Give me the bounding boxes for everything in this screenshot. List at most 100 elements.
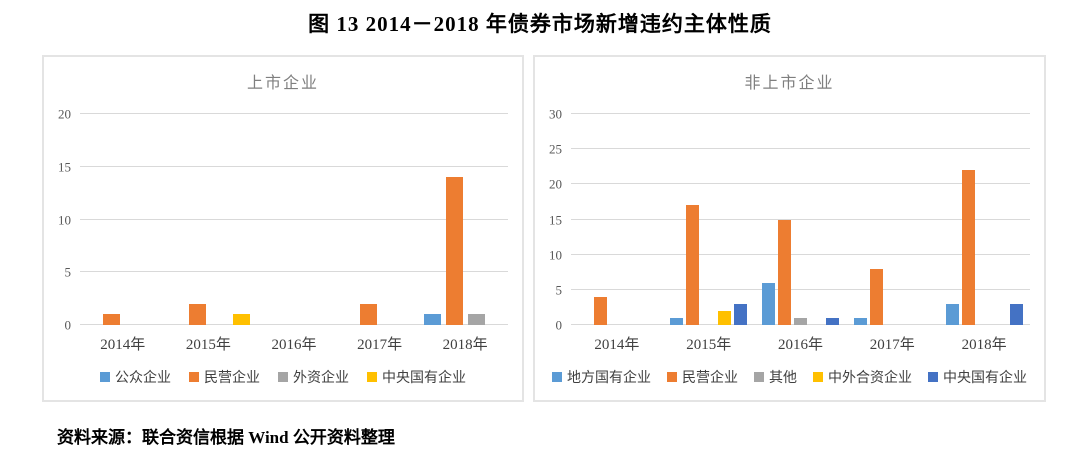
bar-slot (610, 114, 623, 325)
legend-item: 民营企业 (667, 367, 738, 387)
legend-label: 公众企业 (115, 371, 171, 386)
bar-slot (1009, 114, 1023, 325)
bar-slot (296, 114, 313, 325)
legend-item: 中央国有企业 (928, 367, 1027, 387)
legend-item: 中外合资企业 (813, 367, 912, 387)
legend-item: 其他 (754, 367, 797, 387)
bar-slot (147, 114, 164, 325)
bar-slot (594, 114, 608, 325)
gridline (571, 288, 1030, 290)
source-note: 资料来源：联合资信根据 Wind 公开资料整理 (57, 428, 395, 447)
bar-地方国有企业 (761, 282, 775, 325)
bar-group-2017年 (846, 114, 938, 325)
legend-item: 地方国有企业 (552, 367, 651, 387)
bar-slot (945, 114, 959, 325)
bar-group-2018年 (938, 114, 1030, 325)
y-tick-label: 0 (64, 317, 72, 333)
bar-公众企业 (423, 314, 441, 325)
bar-slot (445, 114, 463, 325)
bar-地方国有企业 (670, 317, 684, 325)
legend-label: 中央国有企业 (382, 371, 466, 386)
legend-label: 其他 (769, 371, 797, 386)
x-tick-label: 2017年 (869, 337, 915, 353)
bar-slot (902, 114, 915, 325)
bar-slot (167, 114, 184, 325)
bar-slot (338, 114, 355, 325)
x-tick-label: 2015年 (185, 337, 231, 353)
bar-slot (734, 114, 748, 325)
bar-中央国有企业 (1009, 303, 1023, 325)
x-axis-labels: 2014年 2015年 2016年 2017年 2018年 (571, 333, 1030, 354)
bar-group-2016年 (755, 114, 847, 325)
bar-其他 (793, 317, 807, 325)
legend-swatch-icon (100, 372, 110, 382)
bar-slot (103, 114, 121, 325)
bar-group-2015年 (166, 114, 252, 325)
x-tick-label: 2017年 (357, 337, 403, 353)
bar-slot (702, 114, 715, 325)
bar-group-2016年 (251, 114, 337, 325)
y-tick-label: 10 (549, 247, 562, 263)
bar-slot (825, 114, 839, 325)
legend-label: 民营企业 (682, 371, 738, 386)
plot-area: 0 5 10 15 20 (58, 108, 508, 332)
bar-group-2014年 (571, 114, 663, 325)
bar-groups (80, 114, 508, 325)
bar-slot (578, 114, 591, 325)
legend-swatch-icon (189, 372, 199, 382)
bar-slot (404, 114, 421, 325)
legend-label: 地方国有企业 (567, 371, 651, 386)
gridline (80, 271, 508, 273)
bar-slot (125, 114, 142, 325)
bar-中外合资企业 (718, 310, 732, 325)
legend-label: 中央国有企业 (943, 371, 1027, 386)
x-tick-label: 2018年 (442, 337, 488, 353)
legend-item: 中央国有企业 (367, 367, 466, 387)
bar-slot (211, 114, 228, 325)
bar-slot (918, 114, 931, 325)
gridline (80, 165, 508, 167)
bar-slot (490, 114, 507, 325)
legend-swatch-icon (754, 372, 764, 382)
bar-slot (670, 114, 684, 325)
bar-groups (571, 114, 1030, 325)
bar-地方国有企业 (853, 317, 867, 325)
bar-slot (188, 114, 206, 325)
legend-swatch-icon (813, 372, 823, 382)
bar-slot (761, 114, 775, 325)
gridline (80, 218, 508, 220)
plot-area: 0 5 10 15 20 25 30 (549, 108, 1030, 332)
legend-swatch-icon (367, 372, 377, 382)
y-tick-label: 25 (549, 141, 562, 157)
y-tick-label: 20 (58, 106, 71, 122)
legend-item: 民营企业 (189, 367, 260, 387)
bar-slot (467, 114, 485, 325)
bar-group-2018年 (422, 114, 508, 325)
bar-slot (274, 114, 291, 325)
chart-unlisted-enterprises: 非上市企业 0 5 10 15 20 25 30 2014年 2015年 2016年 2017年 201… (533, 55, 1046, 402)
gridline (80, 113, 508, 114)
y-tick-label: 5 (555, 282, 563, 298)
bar-民营企业 (445, 177, 463, 325)
bar-slot (777, 114, 791, 325)
legend-label: 中外合资企业 (828, 371, 912, 386)
chart-listed-enterprises: 上市企业 0 5 10 15 20 2014年 2015年 2016年 2017年 2018年 公众企… (42, 55, 524, 402)
bar-slot (252, 114, 269, 325)
bar-民营企业 (103, 314, 121, 325)
legend-label: 民营企业 (204, 371, 260, 386)
bar-民营企业 (686, 205, 700, 325)
y-tick-label: 15 (58, 159, 71, 175)
chart-title: 上市企业 (246, 75, 319, 92)
x-tick-label: 2014年 (594, 337, 640, 353)
legend: 公众企业 民营企业 外资企业 中央国有企业 (44, 367, 522, 387)
bar-地方国有企业 (945, 303, 959, 325)
y-tick-label: 5 (64, 264, 72, 280)
gridline (571, 218, 1030, 220)
legend-swatch-icon (278, 372, 288, 382)
bar-slot (360, 114, 378, 325)
bar-中央国有企业 (825, 317, 839, 325)
x-tick-label: 2016年 (777, 337, 823, 353)
legend-swatch-icon (928, 372, 938, 382)
bar-slot (232, 114, 250, 325)
